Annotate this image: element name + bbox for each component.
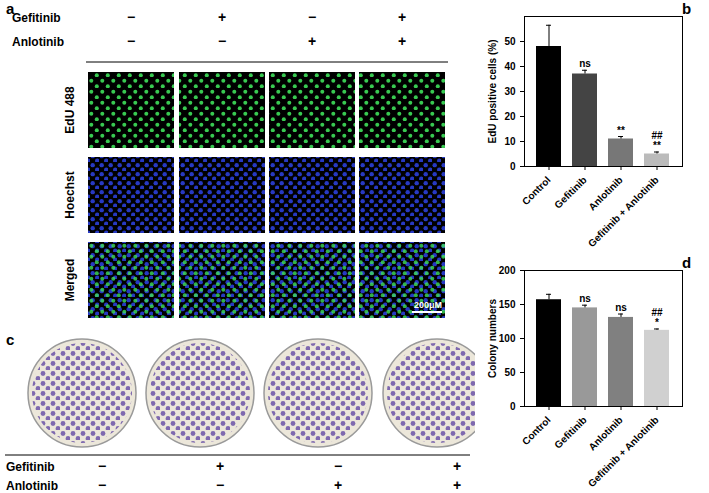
svg-text:Gefitinib: Gefitinib	[6, 460, 55, 474]
svg-text:−: −	[127, 9, 135, 25]
svg-text:−: −	[216, 477, 224, 493]
svg-text:ns: ns	[615, 302, 627, 313]
svg-text:Hoechst: Hoechst	[63, 171, 77, 218]
svg-text:Gefitinib + Anlotinib: Gefitinib + Anlotinib	[586, 174, 661, 249]
svg-text:Anlotinib: Anlotinib	[12, 35, 64, 49]
svg-text:100: 100	[499, 333, 516, 344]
svg-text:Anlotinib: Anlotinib	[6, 479, 58, 493]
svg-text:50: 50	[504, 367, 516, 378]
svg-text:+: +	[334, 477, 342, 493]
svg-text:+: +	[216, 458, 224, 474]
svg-text:−: −	[98, 458, 106, 474]
html-text:b: b	[682, 0, 692, 17]
svg-text:+: +	[453, 477, 461, 493]
svg-text:30: 30	[504, 86, 516, 97]
svg-text:Merged: Merged	[63, 259, 77, 302]
svg-text:Colony numbers: Colony numbers	[487, 299, 498, 378]
svg-text:−: −	[308, 9, 316, 25]
svg-text:200: 200	[499, 265, 516, 276]
svg-text:−: −	[98, 477, 106, 493]
svg-text:c: c	[6, 331, 14, 348]
svg-text:−: −	[127, 33, 135, 49]
svg-text:−: −	[218, 33, 226, 49]
svg-text:50: 50	[504, 36, 516, 47]
svg-text:10: 10	[504, 136, 516, 147]
svg-text:Gefitinib: Gefitinib	[12, 11, 61, 25]
svg-text:+: +	[453, 458, 461, 474]
svg-text:Gefitinib: Gefitinib	[552, 174, 588, 210]
svg-text:0: 0	[510, 401, 516, 412]
svg-text:200μM: 200μM	[414, 300, 442, 310]
svg-text:Control: Control	[520, 414, 553, 447]
svg-text:ns: ns	[579, 58, 591, 69]
svg-text:0: 0	[510, 161, 516, 172]
svg-text:40: 40	[504, 61, 516, 72]
svg-text:EdU 488: EdU 488	[63, 86, 77, 134]
svg-text:−: −	[334, 458, 342, 474]
svg-text:Control: Control	[520, 174, 553, 207]
svg-text:20: 20	[504, 111, 516, 122]
svg-text:Gefitinib: Gefitinib	[552, 414, 588, 450]
svg-text:EdU positive cells (%): EdU positive cells (%)	[487, 40, 498, 144]
svg-text:a: a	[6, 0, 15, 17]
svg-text:+: +	[398, 9, 406, 25]
svg-text:Gefitinib + Anlotinib: Gefitinib + Anlotinib	[586, 414, 661, 489]
svg-text:+: +	[398, 33, 406, 49]
svg-text:ns: ns	[579, 293, 591, 304]
html-text:d: d	[682, 254, 692, 271]
svg-text:##**: ##**	[651, 130, 663, 151]
svg-text:**: **	[617, 125, 625, 136]
svg-text:##*: ##*	[651, 307, 663, 328]
svg-text:+: +	[218, 9, 226, 25]
svg-text:150: 150	[499, 299, 516, 310]
svg-text:+: +	[308, 33, 316, 49]
